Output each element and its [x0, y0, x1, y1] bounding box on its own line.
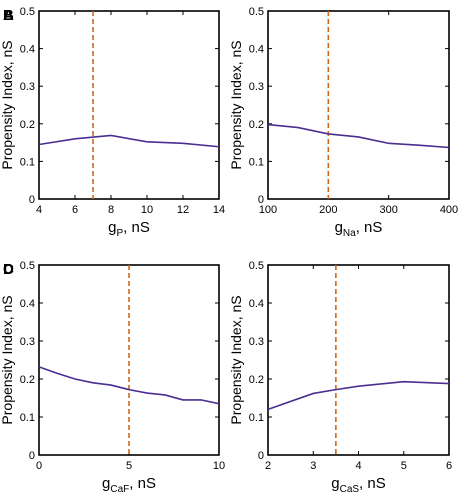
panel-a-xtick-label: 4 — [36, 204, 42, 216]
panel-d-ytick-label: 0.5 — [249, 260, 264, 272]
panel-a-xlabel-unit: , nS — [123, 219, 150, 236]
panel-b-letter: B — [3, 7, 14, 24]
panel-d-letter: D — [3, 261, 14, 278]
panel-b-ytick-label: 0 — [258, 194, 264, 206]
panel-c-xlabel-main: g — [102, 475, 110, 492]
panel-c-ylabel: Propensity Index, nS — [0, 295, 15, 424]
panel-a-ytick-label: 0 — [29, 194, 35, 206]
panel-b-xtick-label: 200 — [319, 204, 337, 216]
panel-c-xtick-label: 5 — [126, 460, 132, 472]
panel-a-xtick-label: 14 — [213, 204, 225, 216]
panel-b-ytick-label: 0.3 — [249, 81, 264, 93]
panel-b-xtick-label: 400 — [440, 204, 458, 216]
panel-b-xlabel: gNa, nS — [335, 219, 383, 239]
panel-c-ytick-label: 0.1 — [20, 412, 35, 424]
panel-d-series-line — [267, 380, 450, 411]
panel-b-ytick-label: 0.2 — [249, 119, 264, 131]
panel-c-ytick-label: 0.4 — [20, 298, 35, 310]
panel-b-ytick-label: 0.4 — [249, 44, 264, 56]
panel-b-xlabel-main: g — [335, 219, 343, 236]
panel-b-xlabel-unit: , nS — [356, 219, 383, 236]
panel-c-xlabel-unit: , nS — [129, 475, 156, 492]
panel-a-xtick-label: 8 — [108, 204, 114, 216]
panel-d-xlabel: gCaS, nS — [331, 475, 385, 495]
panel-b-axes-frame — [267, 10, 450, 200]
panel-d-ytick-label: 0.2 — [249, 374, 264, 386]
panel-a-xtick-label: 10 — [141, 204, 153, 216]
panel-c-xtick-label: 10 — [213, 460, 225, 472]
panel-c-xlabel: gCaF, nS — [102, 475, 156, 495]
panel-b-xlabel-sub: Na — [343, 228, 356, 239]
panel-d-ytick-label: 0.1 — [249, 412, 264, 424]
panel-a-xtick-label: 12 — [177, 204, 189, 216]
panel-a-ytick-label: 0.5 — [20, 6, 35, 18]
panel-c: C 0 0.1 0.2 0.3 0.4 0.5 0 5 10 Propensity Index, n… — [0, 260, 225, 495]
panel-a-series-line — [38, 134, 220, 148]
panel-b-xtick-label: 300 — [379, 204, 397, 216]
panel-d-xtick-label: 3 — [310, 460, 316, 472]
panel-a-xlabel-sub: P — [116, 228, 123, 239]
panel-c-series-line — [38, 366, 220, 405]
panel-c-xlabel-sub: CaF — [110, 484, 129, 495]
panel-d-xtick-label: 6 — [446, 460, 452, 472]
panel-d-xlabel-sub: CaS — [340, 484, 360, 495]
panel-c-letter: C — [3, 261, 14, 278]
panel-d-xlabel-main: g — [331, 475, 339, 492]
panel-a-xlabel-main: g — [108, 219, 116, 236]
panel-a-ylabel: Propensity Index, nS — [0, 40, 15, 169]
panel-d-xtick-label: 5 — [401, 460, 407, 472]
panel-a-ytick-label: 0.2 — [20, 119, 35, 131]
panel-a-xtick-label: 6 — [72, 204, 78, 216]
panel-c-xtick-label: 0 — [36, 460, 42, 472]
panel-c-ytick-label: 0.2 — [20, 374, 35, 386]
panel-a: A 0 0.1 0.2 0.3 0.4 0.5 4 6 8 10 12 14 Propensity Ind… — [0, 6, 225, 239]
panel-d-xlabel-unit: , nS — [359, 475, 386, 492]
panel-d-xtick-label: 4 — [355, 460, 361, 472]
panel-a-xlabel: gP, nS — [108, 219, 150, 239]
panel-d-ytick-label: 0 — [258, 450, 264, 462]
panel-c-ytick-label: 0.3 — [20, 336, 35, 348]
panel-c-ytick-label: 0.5 — [20, 260, 35, 272]
panel-b-ytick-label: 0.5 — [249, 6, 264, 18]
panel-d-ylabel: Propensity Index, nS — [228, 295, 244, 424]
panel-a-ytick-label: 0.3 — [20, 81, 35, 93]
panel-b-ylabel: Propensity Index, nS — [228, 40, 244, 169]
panel-d-axes-frame — [267, 264, 450, 456]
panel-d-ytick-label: 0.3 — [249, 336, 264, 348]
panel-d-ytick-label: 0.4 — [249, 298, 264, 310]
panel-a-letter: A — [3, 7, 14, 24]
panel-a-axes-frame — [38, 10, 220, 200]
panel-d: D 0 0.1 0.2 0.3 0.4 0.5 2 3 4 5 6 Propensity Index, … — [3, 260, 452, 495]
panel-c-ytick-label: 0 — [29, 450, 35, 462]
panel-d-xtick-label: 2 — [265, 460, 271, 472]
panel-a-ytick-label: 0.1 — [20, 156, 35, 168]
panel-b-xtick-label: 100 — [259, 204, 277, 216]
panel-a-ytick-label: 0.4 — [20, 44, 35, 56]
panel-b-ytick-label: 0.1 — [249, 156, 264, 168]
panel-b-series-line — [267, 123, 450, 149]
